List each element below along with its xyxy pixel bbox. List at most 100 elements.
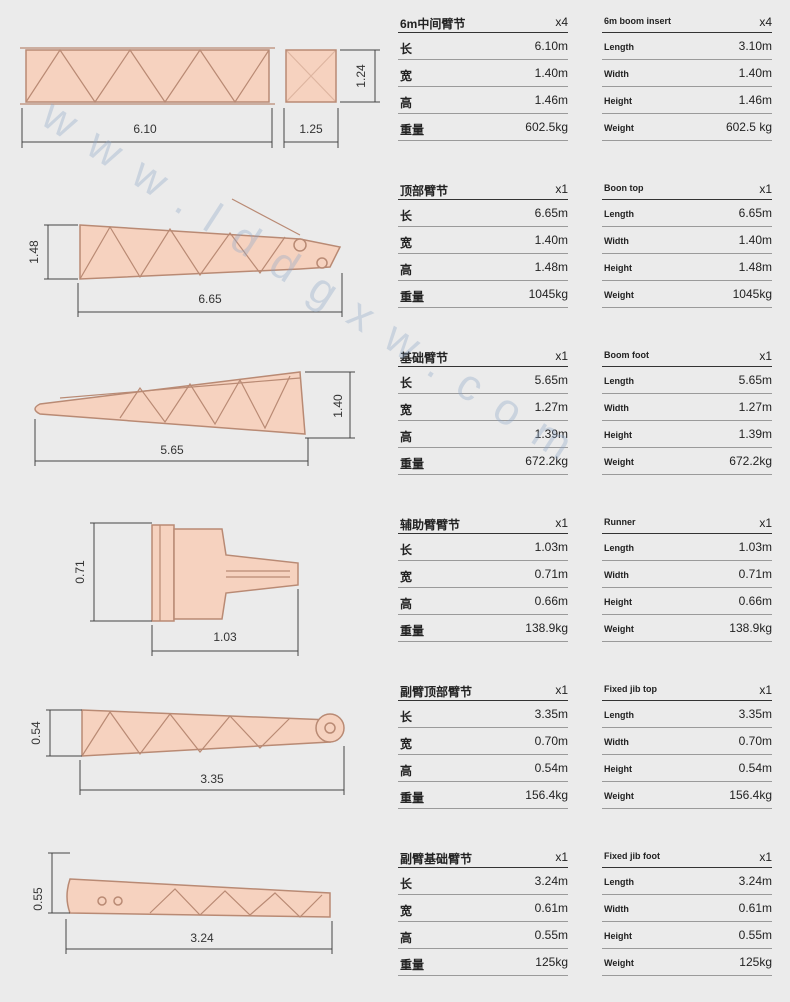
label-width: Width bbox=[604, 570, 629, 580]
section-fixed-jib-top: 3.35 0.54 副臂顶部臂节 x1 长 3.35m 宽 0.70m 高 0.54m … bbox=[0, 668, 790, 835]
spec-table-en: Boom foot x1 Length 5.65m Width 1.27m Heigh… bbox=[602, 344, 772, 475]
value-width: 1.27m bbox=[738, 400, 772, 414]
dim-length: 1.03 bbox=[213, 630, 237, 644]
value-width: 1.40m bbox=[534, 66, 568, 80]
value-length: 6.65m bbox=[738, 206, 772, 220]
value-weight: 1045kg bbox=[528, 287, 568, 301]
label-length: 长 bbox=[400, 877, 413, 891]
label-length: Length bbox=[604, 42, 634, 52]
spec-title: Fixed jib foot bbox=[604, 851, 660, 861]
value-weight: 602.5 kg bbox=[725, 120, 772, 134]
label-weight: 重量 bbox=[400, 958, 425, 972]
spec-title: Boon top bbox=[604, 183, 644, 193]
spec-count: x1 bbox=[759, 850, 772, 864]
spec-title: Runner bbox=[604, 517, 636, 527]
value-length: 1.03m bbox=[738, 540, 772, 554]
value-weight: 1045kg bbox=[732, 287, 772, 301]
label-height: Height bbox=[604, 931, 632, 941]
value-width: 0.70m bbox=[738, 734, 772, 748]
spec-table-en: 6m boom insert x4 Length 3.10m Width 1.40m … bbox=[602, 10, 772, 141]
spec-count: x1 bbox=[759, 683, 772, 697]
dim-height: 1.40 bbox=[331, 394, 345, 418]
spec-table-en: Boon top x1 Length 6.65m Width 1.40m Height… bbox=[602, 177, 772, 308]
label-height: 高 bbox=[400, 931, 413, 945]
value-width: 1.40m bbox=[534, 233, 568, 247]
spec-count: x1 bbox=[759, 349, 772, 363]
dim-width: 1.25 bbox=[299, 122, 323, 136]
label-weight: Weight bbox=[604, 791, 634, 801]
label-length: 长 bbox=[400, 209, 413, 223]
label-height: 高 bbox=[400, 764, 413, 778]
label-width: Width bbox=[604, 403, 629, 413]
label-length: Length bbox=[604, 376, 634, 386]
label-height: Height bbox=[604, 764, 632, 774]
spec-title: 基础臂节 bbox=[400, 351, 449, 365]
dim-length: 6.65 bbox=[198, 292, 222, 306]
spec-title: 副臂顶部臂节 bbox=[400, 685, 473, 699]
label-width: 宽 bbox=[400, 236, 413, 250]
value-height: 0.54m bbox=[738, 761, 772, 775]
boom-insert-drawing: 6.10 1.24 1.25 bbox=[20, 47, 380, 148]
label-width: Width bbox=[604, 236, 629, 246]
value-height: 1.48m bbox=[738, 260, 772, 274]
spec-title: 辅助臂臂节 bbox=[400, 518, 461, 532]
label-weight: 重量 bbox=[400, 123, 425, 137]
boom-top-drawing: 6.65 1.48 bbox=[27, 198, 343, 317]
spec-table-cn: 基础臂节 x1 长 5.65m 宽 1.27m 高 1.39m 重量 672.2kg bbox=[398, 344, 568, 475]
value-height: 1.39m bbox=[738, 427, 772, 441]
value-weight: 125kg bbox=[739, 955, 772, 969]
label-weight: Weight bbox=[604, 624, 634, 634]
label-weight: 重量 bbox=[400, 457, 425, 471]
dim-height: 0.71 bbox=[73, 560, 87, 584]
label-length: Length bbox=[604, 209, 634, 219]
spec-title: 6m boom insert bbox=[604, 16, 672, 26]
dim-height: 1.48 bbox=[27, 240, 41, 264]
spec-count: x1 bbox=[555, 182, 568, 196]
spec-table-cn: 顶部臂节 x1 长 6.65m 宽 1.40m 高 1.48m 重量 1045kg bbox=[398, 177, 568, 308]
label-height: Height bbox=[604, 597, 632, 607]
value-weight: 125kg bbox=[535, 955, 568, 969]
label-length: 长 bbox=[400, 42, 413, 56]
spec-count: x4 bbox=[759, 15, 772, 29]
dim-height: 0.55 bbox=[31, 887, 45, 911]
label-width: 宽 bbox=[400, 904, 413, 918]
value-length: 3.35m bbox=[534, 707, 568, 721]
value-width: 0.61m bbox=[738, 901, 772, 915]
dim-length: 3.35 bbox=[200, 772, 224, 786]
value-length: 3.35m bbox=[738, 707, 772, 721]
section-boom-top: 6.65 1.48 顶部臂节 x1 长 6.65m 宽 1.40m 高 1.48m 重量… bbox=[0, 167, 790, 334]
section-boom-insert: 6.10 1.24 1.25 6m中间臂节 x4 长 6.10m 宽 1.40m 高 1… bbox=[0, 0, 790, 167]
label-weight: Weight bbox=[604, 290, 634, 300]
dim-length: 6.10 bbox=[133, 122, 157, 136]
value-weight: 672.2kg bbox=[729, 454, 772, 468]
label-height: 高 bbox=[400, 96, 413, 110]
label-height: Height bbox=[604, 263, 632, 273]
spec-title: 顶部臂节 bbox=[400, 184, 449, 198]
value-height: 0.54m bbox=[534, 761, 568, 775]
label-width: Width bbox=[604, 737, 629, 747]
label-width: Width bbox=[604, 69, 629, 79]
spec-table-en: Fixed jib top x1 Length 3.35m Width 0.70m H… bbox=[602, 678, 772, 809]
value-length: 6.65m bbox=[534, 206, 568, 220]
value-length: 3.10m bbox=[738, 39, 772, 53]
value-weight: 138.9kg bbox=[729, 621, 772, 635]
value-length: 6.10m bbox=[534, 39, 568, 53]
spec-count: x4 bbox=[555, 15, 568, 29]
value-weight: 602.5kg bbox=[525, 120, 568, 134]
value-length: 5.65m bbox=[738, 373, 772, 387]
value-weight: 156.4kg bbox=[525, 788, 568, 802]
dim-height: 1.24 bbox=[354, 64, 368, 88]
label-width: 宽 bbox=[400, 403, 413, 417]
spec-title: Fixed jib top bbox=[604, 684, 657, 694]
value-width: 1.40m bbox=[738, 233, 772, 247]
label-width: 宽 bbox=[400, 737, 413, 751]
label-height: 高 bbox=[400, 430, 413, 444]
label-height: Height bbox=[604, 96, 632, 106]
label-length: 长 bbox=[400, 376, 413, 390]
label-weight: 重量 bbox=[400, 624, 425, 638]
value-width: 0.71m bbox=[534, 567, 568, 581]
spec-count: x1 bbox=[555, 683, 568, 697]
dim-length: 5.65 bbox=[160, 443, 184, 457]
label-height: 高 bbox=[400, 597, 413, 611]
value-height: 1.39m bbox=[534, 427, 568, 441]
